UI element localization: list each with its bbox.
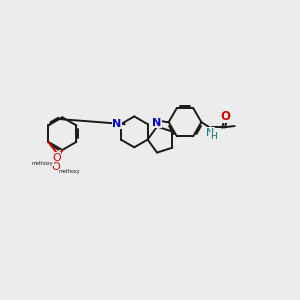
Text: N: N <box>206 128 214 137</box>
Text: N: N <box>112 119 122 129</box>
Text: O: O <box>51 162 60 172</box>
Text: H: H <box>210 133 217 142</box>
Text: O: O <box>52 153 61 163</box>
Text: methoxy: methoxy <box>32 161 54 166</box>
Text: N: N <box>152 118 162 128</box>
Text: methoxy: methoxy <box>58 169 80 175</box>
Text: O: O <box>221 110 231 123</box>
